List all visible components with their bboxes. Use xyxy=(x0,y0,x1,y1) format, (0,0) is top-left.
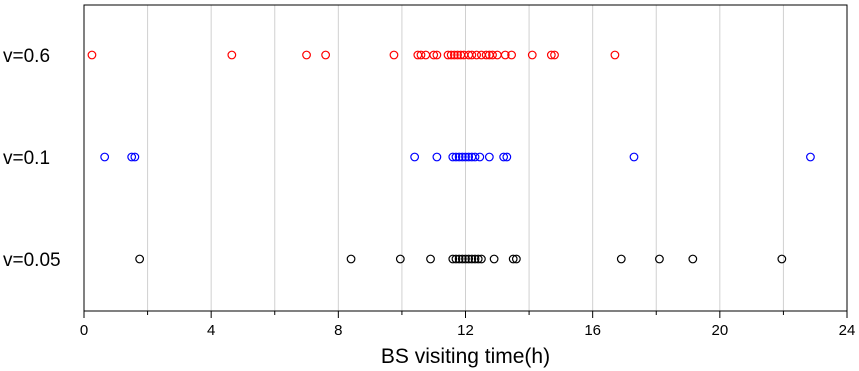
data-point xyxy=(454,254,464,264)
data-point xyxy=(457,254,467,264)
data-point xyxy=(395,254,405,264)
series-row-labels: v=0.6 v=0.1 v=0.05 xyxy=(3,46,61,271)
series-label: v=0.1 xyxy=(3,148,50,169)
data-point xyxy=(454,152,464,162)
data-point xyxy=(475,152,485,162)
data-point xyxy=(777,254,787,264)
x-tick-label: 16 xyxy=(584,322,601,339)
data-point xyxy=(432,50,442,60)
data-point xyxy=(527,50,537,60)
x-tick-label: 0 xyxy=(80,322,88,339)
x-axis-title: BS visiting time(h) xyxy=(381,345,550,368)
data-point xyxy=(489,254,499,264)
data-point xyxy=(389,50,399,60)
data-point xyxy=(488,50,497,60)
x-axis-ticks: 0 4 8 12 16 20 24 xyxy=(80,311,856,339)
data-point xyxy=(443,50,453,60)
data-point xyxy=(448,152,458,162)
data-point xyxy=(550,50,559,60)
data-point xyxy=(499,152,509,162)
data-point xyxy=(511,254,521,264)
data-point xyxy=(629,152,639,162)
x-tick-label: 8 xyxy=(334,322,342,339)
data-point xyxy=(457,152,467,162)
data-point xyxy=(410,152,420,162)
data-point xyxy=(227,50,237,60)
data-point xyxy=(130,152,140,162)
data-point xyxy=(446,50,456,60)
data-point xyxy=(321,50,331,60)
data-point xyxy=(507,50,516,60)
x-tick-label: 24 xyxy=(839,322,856,339)
data-point xyxy=(470,152,480,162)
data-point xyxy=(655,254,664,264)
data-point xyxy=(448,254,458,264)
data-point xyxy=(426,254,435,264)
x-tick-label: 4 xyxy=(207,322,215,339)
data-point xyxy=(500,50,510,60)
data-point xyxy=(508,254,518,264)
data-point xyxy=(688,254,698,264)
data-point xyxy=(461,152,470,162)
data-point xyxy=(481,50,491,60)
x-tick-label: 12 xyxy=(457,322,474,339)
data-point xyxy=(502,152,512,162)
data-point xyxy=(616,254,626,264)
data-point xyxy=(421,50,431,60)
data-point xyxy=(461,254,470,264)
data-point xyxy=(346,254,356,264)
data-point xyxy=(449,50,459,60)
data-point xyxy=(416,50,426,60)
data-point xyxy=(470,254,480,264)
data-point xyxy=(453,50,462,60)
data-point xyxy=(467,254,477,264)
data-point xyxy=(464,254,474,264)
data-point xyxy=(135,254,145,264)
data-point xyxy=(473,254,483,264)
data-point xyxy=(451,152,461,162)
data-point xyxy=(484,152,494,162)
series-label: v=0.6 xyxy=(3,46,50,67)
data-point xyxy=(127,152,137,162)
data-point xyxy=(472,50,482,60)
data-point xyxy=(429,50,439,60)
data-point xyxy=(610,50,620,60)
data-point xyxy=(100,152,110,162)
data-point xyxy=(87,50,97,60)
data-point xyxy=(464,152,474,162)
data-points xyxy=(87,50,815,264)
data-point xyxy=(806,152,815,162)
data-point xyxy=(451,254,461,264)
data-point xyxy=(467,50,477,60)
data-point xyxy=(492,50,502,60)
series-label: v=0.05 xyxy=(3,250,61,271)
data-point xyxy=(476,254,486,264)
data-point xyxy=(546,50,556,60)
x-tick-label: 20 xyxy=(711,322,728,339)
data-point xyxy=(432,152,442,162)
data-point xyxy=(302,50,311,60)
